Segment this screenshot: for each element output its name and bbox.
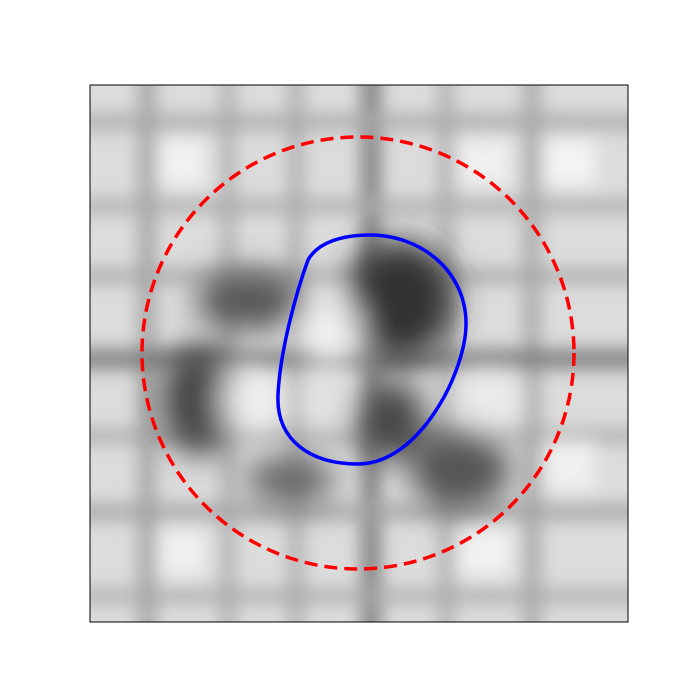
dark-structure xyxy=(160,240,518,510)
contour xyxy=(276,233,468,466)
dashed-circle xyxy=(140,135,576,571)
frame xyxy=(89,84,629,623)
image xyxy=(90,85,628,622)
